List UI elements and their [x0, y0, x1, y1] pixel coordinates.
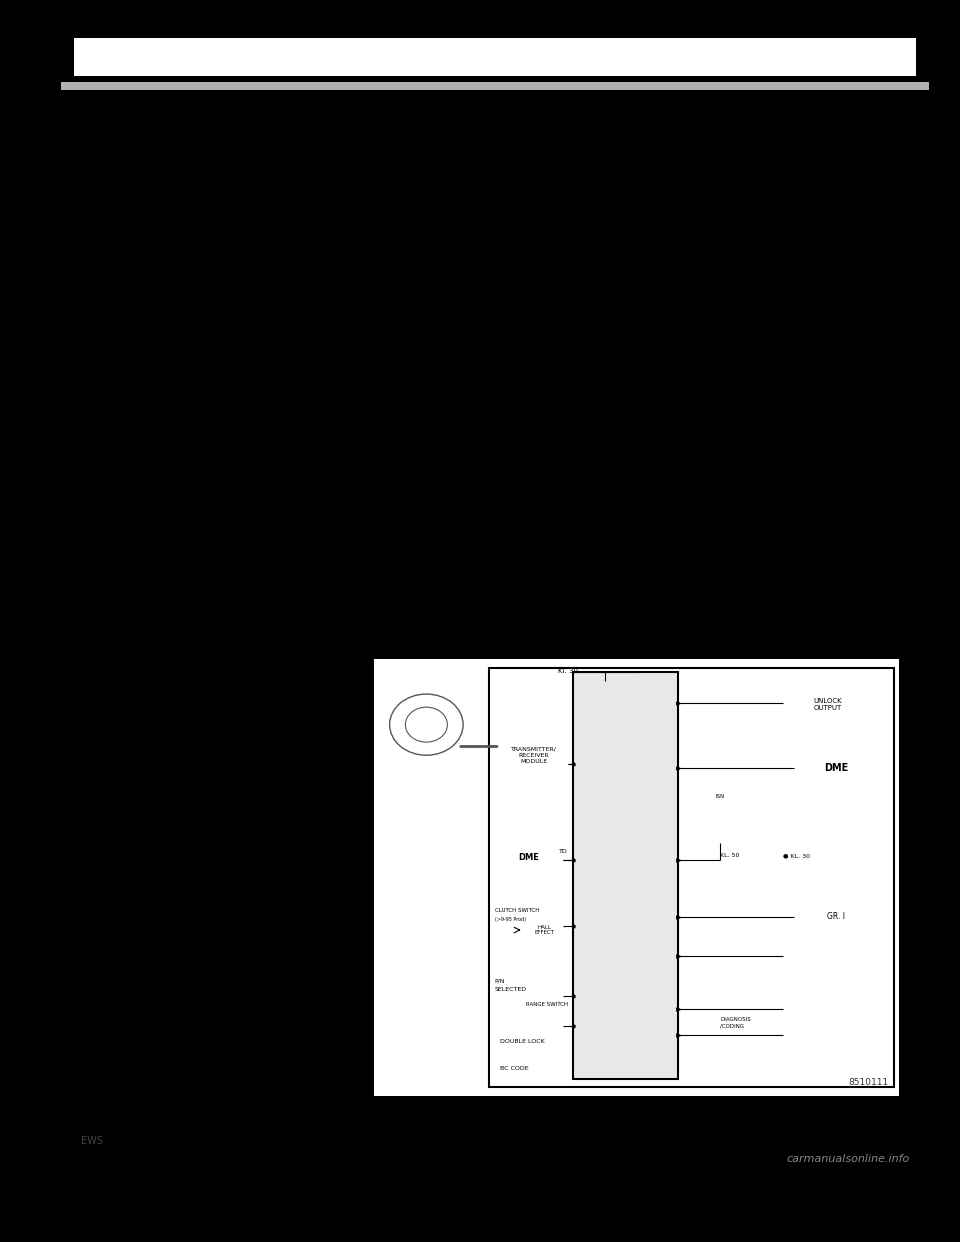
Text: system are:: system are: — [87, 975, 169, 990]
Text: DIAGNOSIS
/CODING: DIAGNOSIS /CODING — [720, 1017, 751, 1028]
Bar — [373, 660, 899, 1097]
Text: (>9-95 Prod): (>9-95 Prod) — [494, 917, 526, 922]
Text: EWS II Control Module: EWS II Control Module — [122, 1113, 276, 1128]
Text: before    engine    operation    is: before engine operation is — [87, 750, 310, 764]
Text: 1/95: 1/95 — [147, 175, 180, 189]
Bar — [78, 1148, 95, 1158]
Text: The  ISN,  stored  in  the  EWS  II,: The ISN, stored in the EWS II, — [87, 653, 316, 667]
Text: DME: DME — [518, 853, 540, 862]
Text: duce a new theft protection system with greater capabilities and a higher level : duce a new theft protection system with … — [87, 368, 717, 383]
Text: DME Control Module: DME Control Module — [122, 1145, 263, 1160]
Text: DME: DME — [824, 764, 848, 774]
Text: 8510111: 8510111 — [848, 1078, 888, 1088]
Text: ISN: ISN — [715, 794, 725, 799]
Text: the ignition key and the EWS II control module. A key which is properly coded to: the ignition key and the EWS II control … — [87, 545, 708, 559]
Bar — [80, 1163, 96, 1172]
Bar — [61, 32, 929, 79]
Text: TD: TD — [560, 848, 568, 854]
Text: E36, E38 and E39 vehicles.: E36, E38 and E39 vehicles. — [87, 879, 276, 893]
Text: EWS II: EWS II — [87, 127, 152, 144]
Text: EWS II: EWS II — [612, 633, 661, 647]
Bar — [22, 1225, 31, 1231]
Bar — [23, 1182, 36, 1192]
Text: European Insurance Commission regulations.: European Insurance Commission regulation… — [87, 240, 401, 253]
Text: P/N: P/N — [494, 979, 505, 984]
Text: Key with Transponder: Key with Transponder — [122, 1017, 272, 1031]
Text: II control module is required before starting operation continues. The EWS II an: II control module is required before sta… — [87, 578, 709, 591]
Text: GR. I: GR. I — [827, 913, 845, 922]
Text: Starting with: Starting with — [87, 175, 181, 189]
Text: BC CODE: BC CODE — [500, 1066, 529, 1071]
Text: production, all vehicles were equipped with a new EWS system, EWS II.: production, all vehicles were equipped w… — [163, 175, 662, 189]
Text: HALL
EFFECT: HALL EFFECT — [535, 924, 555, 935]
Bar — [24, 1158, 37, 1170]
Text: EWS II was installed on E31, E34,: EWS II was installed on E31, E34, — [87, 847, 318, 861]
Text: EWS: EWS — [81, 1136, 103, 1146]
Text: Transmitter/Receiver Module: Transmitter/Receiver Module — [122, 1082, 321, 1095]
Text: CLUTCH SWITCH: CLUTCH SWITCH — [494, 908, 539, 913]
Bar — [80, 1196, 96, 1206]
Text: Purpose of The System: Purpose of The System — [87, 288, 304, 306]
Bar — [490, 668, 894, 1088]
Text: makes a request of the vehicle starting system.  Verification of the key electro: makes a request of the vehicle starting … — [87, 432, 692, 447]
Bar — [78, 1218, 95, 1227]
Text: Changes to the European Insurance Commission regulations made it necessary to in: Changes to the European Insurance Commis… — [87, 335, 700, 350]
Text: The system features wireless communication between a programmed EEPROM housed in: The system features wireless communicati… — [87, 513, 708, 527]
Text: •: • — [94, 1082, 102, 1095]
Text: 8: 8 — [81, 1118, 91, 1133]
Text: carmanualsonline.info: carmanualsonline.info — [787, 1154, 910, 1165]
Bar — [573, 672, 679, 1078]
Text: TRANSMITTER/
RECEIVER
MODULE: TRANSMITTER/ RECEIVER MODULE — [511, 746, 557, 764]
Text: KL. 50: KL. 50 — [720, 853, 740, 858]
Text: control modules are synchronized through an Individual Serial Number (ISN).: control modules are synchronized through… — [87, 610, 622, 623]
Text: must match that of the DME every: must match that of the DME every — [87, 686, 328, 699]
Text: required before the starting procedure is initiated.: required before the starting procedure i… — [87, 465, 437, 478]
Bar — [75, 39, 916, 76]
Text: The EWS II system operates independent of the mechanical key. The mechanical key: The EWS II system operates independent o… — [87, 400, 710, 415]
Text: Major  components  of  the  EWS  II: Major components of the EWS II — [87, 943, 331, 958]
Bar — [28, 1200, 37, 1208]
Text: SELECTED: SELECTED — [494, 987, 527, 992]
Text: ● KL. 30: ● KL. 30 — [783, 853, 810, 858]
Text: •: • — [94, 1145, 102, 1160]
Text: DOUBLE LOCK: DOUBLE LOCK — [500, 1040, 544, 1045]
Text: time  the  ignition  is  switched  “ON”: time the ignition is switched “ON” — [87, 718, 345, 732]
Text: UNLOCK
OUTPUT: UNLOCK OUTPUT — [814, 698, 842, 712]
Text: •: • — [94, 1017, 102, 1031]
Text: This change was once again brought about to meet the next level of compliancy wi: This change was once again brought about… — [87, 207, 708, 221]
Bar — [61, 82, 929, 89]
Text: Kl. 30: Kl. 30 — [558, 668, 578, 674]
Text: •: • — [94, 1113, 102, 1128]
Text: RANGE SWITCH: RANGE SWITCH — [526, 1002, 568, 1007]
Text: allowed.: allowed. — [87, 782, 146, 796]
Bar — [22, 1232, 31, 1237]
Text: •: • — [94, 1049, 102, 1063]
Text: Ring Antenna: Ring Antenna — [122, 1049, 216, 1063]
Bar — [28, 1218, 38, 1225]
Bar — [61, 1107, 929, 1110]
